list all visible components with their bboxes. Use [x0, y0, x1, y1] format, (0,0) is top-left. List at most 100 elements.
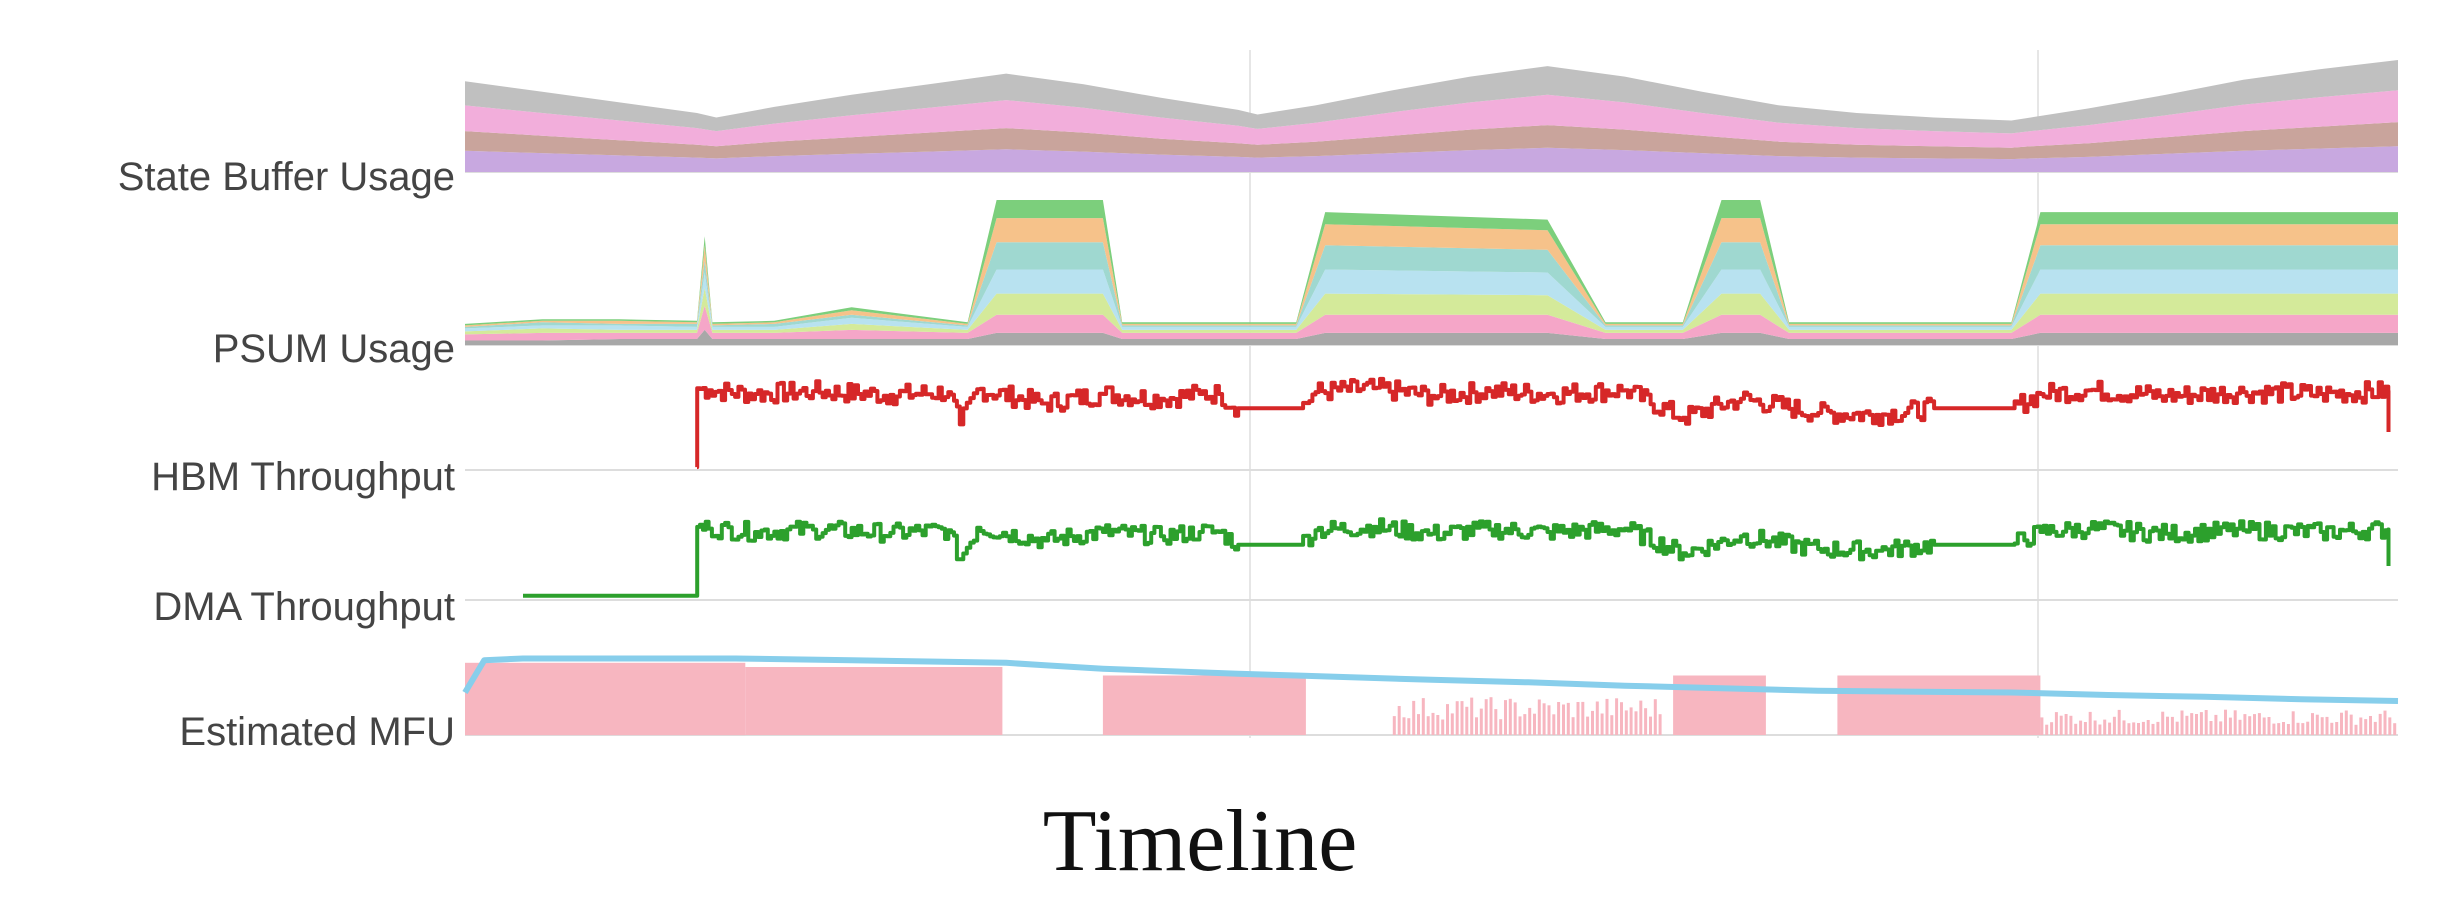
mfu-bar [1537, 699, 1541, 735]
mfu-bar [2267, 717, 2271, 735]
mfu-bar [2199, 712, 2203, 735]
mfu-bar [2330, 722, 2334, 735]
mfu-bar [2127, 723, 2131, 735]
mfu-bar [1605, 698, 1609, 735]
area-series-5 [465, 218, 2398, 327]
mfu-bar [2277, 723, 2281, 735]
mfu-bar [1658, 714, 1662, 735]
mfu-bar [2185, 715, 2189, 735]
mfu-bar [1600, 713, 1604, 735]
mfu-bar [1504, 700, 1507, 735]
area-series-3 [465, 269, 2398, 332]
track-label: DMA Throughput [153, 585, 455, 629]
mfu-bar [1421, 698, 1425, 735]
mfu-bar [2156, 721, 2160, 735]
mfu-bar [1552, 714, 1556, 735]
area-series-3 [465, 60, 2398, 134]
mfu-bar [2262, 717, 2266, 735]
mfu-bar [2286, 724, 2290, 735]
mfu-bar [1407, 718, 1411, 735]
mfu-bar [2320, 717, 2324, 735]
mfu-bar [2103, 719, 2107, 735]
throughput-line [695, 376, 2391, 470]
mfu-bar [2354, 724, 2358, 735]
mfu-bar [1460, 701, 1464, 735]
mfu-bar [2369, 716, 2372, 735]
mfu-bar [1392, 716, 1396, 735]
mfu-bar [1610, 715, 1614, 735]
track-dma-throughput: DMA Throughput [153, 517, 2398, 629]
area-series-0 [465, 146, 2398, 172]
mfu-bar [2040, 717, 2044, 735]
x-axis-label: Timeline [1043, 793, 1358, 890]
mfu-bar [2088, 711, 2092, 735]
mfu-bar [2388, 717, 2392, 735]
mfu-busy-block [1837, 675, 2041, 735]
track-state-buffer-usage: State Buffer Usage [118, 60, 2398, 199]
mfu-bar [1489, 697, 1493, 735]
mfu-bar [2054, 712, 2058, 735]
mfu-bar [1620, 702, 1623, 735]
area-series-2 [465, 90, 2398, 148]
mfu-bar [2315, 714, 2319, 735]
mfu-bar [1586, 716, 1590, 735]
mfu-bar [2161, 711, 2165, 735]
mfu-bar [2325, 716, 2329, 735]
mfu-bar [2272, 723, 2276, 735]
mfu-bar [1595, 701, 1599, 735]
mfu-bar [1649, 716, 1652, 735]
area-series-1 [465, 305, 2398, 341]
mfu-bar [1547, 705, 1551, 735]
mfu-bar [1402, 717, 1406, 735]
track-label: PSUM Usage [213, 327, 455, 371]
mfu-bar [2074, 723, 2078, 735]
mfu-bar [2238, 719, 2242, 735]
area-series-6 [465, 200, 2398, 326]
mfu-bar [1508, 698, 1512, 735]
mfu-bar [2122, 720, 2126, 735]
mfu-bar [2204, 710, 2208, 735]
mfu-bar [2364, 719, 2368, 735]
mfu-bar [2151, 723, 2155, 735]
mfu-bar [1441, 719, 1445, 735]
track-label: HBM Throughput [151, 455, 455, 499]
area-series-1 [465, 122, 2398, 160]
mfu-bar [2098, 724, 2102, 735]
mfu-bar [2243, 714, 2247, 735]
mfu-bar [2224, 709, 2227, 735]
mfu-bar [2069, 715, 2073, 735]
mfu-bar [2180, 710, 2184, 735]
throughput-line [523, 517, 2391, 598]
mfu-bar [1624, 710, 1628, 735]
mfu-bar [2050, 722, 2054, 735]
mfu-bar [2228, 717, 2232, 735]
mfu-bar [1644, 708, 1648, 735]
mfu-bar [2296, 722, 2300, 735]
mfu-bar [2219, 721, 2223, 735]
mfu-bar [1494, 709, 1498, 735]
mfu-bar [1581, 701, 1585, 735]
mfu-bar [1499, 719, 1503, 735]
mfu-bar [2117, 709, 2121, 735]
track-estimated-mfu: Estimated MFU [179, 655, 2399, 754]
mfu-bar [2359, 717, 2363, 735]
track-label: Estimated MFU [179, 710, 455, 754]
mfu-bar [2383, 710, 2387, 735]
mfu-bar [1479, 708, 1483, 735]
area-series-4 [465, 242, 2398, 329]
area-series-2 [465, 287, 2398, 335]
mfu-bar [2045, 724, 2049, 735]
mfu-bar [1450, 713, 1454, 735]
mfu-bar [2146, 720, 2150, 735]
mfu-bar [1431, 712, 1435, 735]
mfu-bar [2132, 722, 2136, 735]
mfu-bar [2253, 714, 2256, 735]
mfu-bar [1571, 717, 1575, 735]
mfu-bar [1528, 707, 1532, 735]
mfu-bar [1566, 702, 1570, 735]
mfu-bar [1615, 698, 1619, 735]
mfu-bar [2214, 714, 2218, 735]
mfu-bar [2340, 712, 2343, 735]
mfu-bar [1557, 702, 1561, 735]
mfu-busy-block [745, 667, 1003, 735]
